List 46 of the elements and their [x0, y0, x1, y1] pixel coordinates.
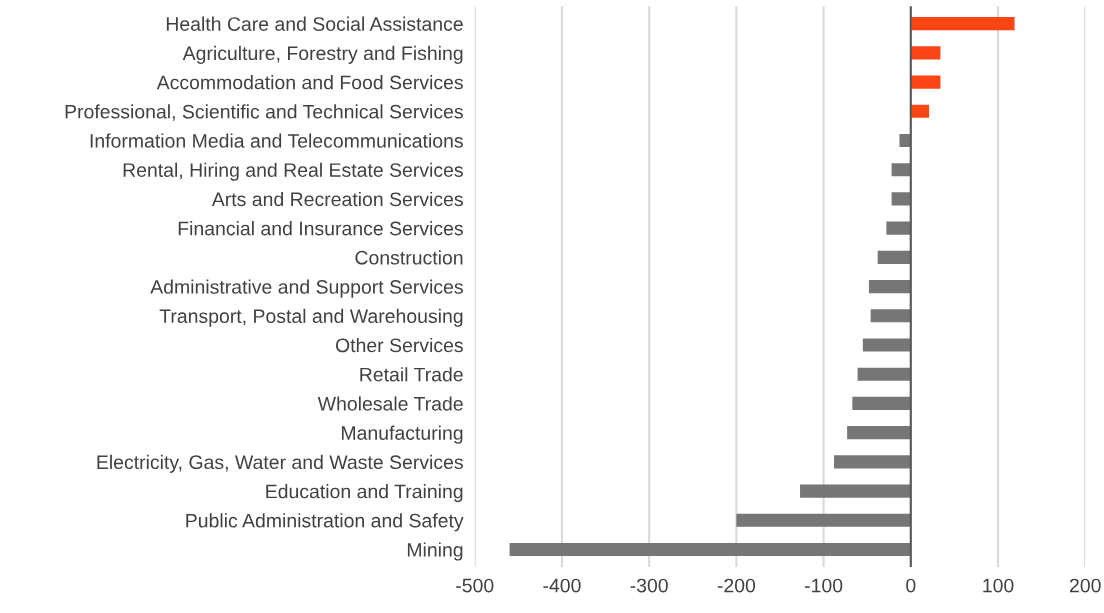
y-tick-label: Professional, Scientific and Technical Services: [65, 104, 463, 121]
y-tick-label: Electricity, Gas, Water and Waste Services: [97, 454, 463, 473]
bar: [857, 367, 911, 381]
x-tick-label: 200: [1069, 578, 1101, 593]
y-tick-label: Administrative and Support Services: [150, 279, 463, 298]
y-tick-label: Other Services: [335, 337, 463, 353]
y-tick-label: Accommodation and Food Services: [156, 75, 463, 90]
y-tick-label: Manufacturing: [342, 425, 463, 444]
y-tick-label: Transport, Postal and Warehousing: [159, 308, 463, 327]
bar: [891, 163, 911, 177]
x-tick-label: -300: [630, 578, 668, 593]
y-tick-label: Public Administration and Safety: [186, 513, 464, 532]
x-tick-label: -400: [543, 578, 581, 593]
y-tick-label: Mining: [407, 542, 463, 561]
x-tick-label: -100: [804, 578, 843, 593]
y-tick-label: Construction: [355, 250, 463, 265]
x-tick-label: 0: [906, 578, 916, 593]
x-tick-label: -500: [456, 578, 494, 593]
bar: [834, 455, 911, 469]
bar: [877, 250, 911, 264]
bar: [800, 484, 911, 498]
y-tick-label: Wholesale Trade: [317, 396, 463, 411]
bar: [862, 338, 911, 352]
bar: [847, 426, 911, 440]
bar: [852, 396, 911, 410]
y-tick-label: Education and Training: [266, 484, 463, 503]
bar: [509, 542, 911, 557]
bar: [910, 75, 941, 89]
y-tick-label: Health Care and Social Assistance: [166, 16, 463, 31]
bar: [910, 46, 941, 60]
x-tick-label: 100: [983, 578, 1014, 593]
y-tick-label: Financial and Insurance Services: [178, 221, 463, 236]
y-tick-label: Retail Trade: [360, 367, 463, 382]
y-tick-label: Agriculture, Forestry and Fishing: [182, 45, 463, 64]
bar: [736, 513, 911, 527]
bar: [899, 133, 911, 148]
bar: [910, 104, 930, 118]
bar: [868, 280, 911, 294]
y-tick-label: Rental, Hiring and Real Estate Services: [123, 162, 463, 181]
bar: [910, 17, 1015, 31]
bar: [886, 221, 911, 235]
bar: [870, 309, 911, 323]
bar: [891, 192, 911, 206]
y-tick-label: Arts and Recreation Services: [211, 191, 463, 207]
x-tick-label: -200: [717, 578, 756, 593]
y-tick-label: Information Media and Telecommunications: [90, 133, 463, 148]
